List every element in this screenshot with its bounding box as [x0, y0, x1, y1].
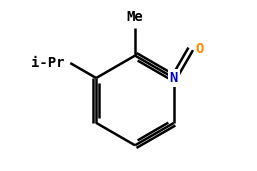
Text: O: O [195, 42, 204, 56]
Text: N: N [170, 71, 178, 85]
Text: Me: Me [127, 10, 143, 24]
Text: i-Pr: i-Pr [31, 56, 65, 70]
